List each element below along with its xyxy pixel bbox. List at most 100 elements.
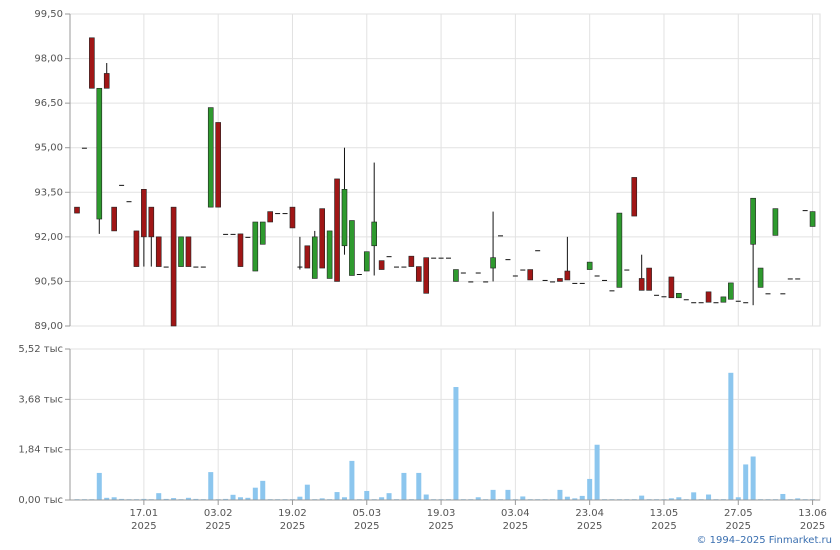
y-tick-label: 1,84 тыс <box>18 445 63 456</box>
volume-bar <box>416 472 422 500</box>
volume-bar <box>341 497 347 500</box>
candle-body <box>453 269 459 282</box>
y-tick-label: 93,50 <box>34 187 63 198</box>
candle-body <box>81 147 87 149</box>
volume-bar <box>245 497 251 500</box>
candle-body <box>572 282 578 284</box>
candle-body <box>259 221 266 245</box>
y-tick-label: 99,50 <box>34 9 63 20</box>
volume-bar <box>223 498 229 500</box>
candle-body <box>96 87 103 220</box>
candle-body <box>334 178 340 282</box>
candle-body <box>772 208 779 236</box>
candle-body <box>691 302 697 304</box>
x-tick-label: 23.04 2025 <box>575 508 604 532</box>
candle-body <box>178 236 184 267</box>
candle-body <box>654 294 660 296</box>
volume-bar <box>579 495 585 500</box>
candle-body <box>728 282 734 300</box>
candle-body <box>676 293 682 299</box>
candle-body <box>311 236 318 279</box>
y-tick-label: 89,00 <box>34 321 63 332</box>
volume-bar <box>795 498 801 500</box>
x-tick-label: 19.02 2025 <box>278 508 307 532</box>
candle-body <box>505 259 511 261</box>
candle-body <box>483 281 489 283</box>
candle-body <box>155 236 162 267</box>
volume-bar <box>564 496 570 500</box>
candle-body <box>408 255 415 267</box>
y-tick-label: 5,52 тыс <box>18 344 63 355</box>
volume-bar <box>594 444 600 500</box>
candle-body <box>282 213 288 215</box>
candle-body <box>349 220 355 276</box>
candle-body <box>557 278 563 282</box>
candle-body <box>631 177 638 217</box>
candle-body <box>378 260 385 270</box>
candle-body <box>275 213 281 215</box>
candle-body <box>602 279 608 281</box>
candle-body <box>527 269 534 281</box>
candle-body <box>787 278 793 280</box>
candle-body <box>609 290 615 292</box>
candle-body <box>520 269 526 271</box>
candle-body <box>103 73 110 89</box>
candle-body <box>304 245 311 269</box>
candle-body <box>468 281 474 283</box>
candle-body <box>765 293 771 295</box>
volume-bar <box>691 492 697 500</box>
y-tick-label: 0,00 тыс <box>18 495 63 506</box>
candle-body <box>393 266 399 268</box>
candle-body <box>438 257 444 259</box>
candle-body <box>319 208 325 269</box>
x-tick-label: 19.03 2025 <box>426 508 456 532</box>
volume-bar <box>728 372 734 500</box>
candle-body <box>163 266 169 268</box>
candle-body <box>713 302 719 304</box>
volume-bar <box>490 489 496 500</box>
volume-bar <box>111 497 117 500</box>
y-tick-label: 98,00 <box>34 54 63 65</box>
volume-bar <box>237 497 243 500</box>
volume-bar <box>668 498 674 500</box>
volume-bar <box>185 497 191 500</box>
volume-bar <box>475 497 481 500</box>
candle-body <box>297 266 303 268</box>
candle-body <box>401 266 407 268</box>
candle-body <box>446 257 451 259</box>
candle-body <box>586 261 593 270</box>
volume-bar <box>171 498 177 500</box>
candle-body <box>460 272 466 274</box>
candle-body <box>237 233 244 267</box>
volume-bar <box>163 498 169 500</box>
candle-body <box>705 291 712 303</box>
candle-body <box>89 37 95 89</box>
candle-body <box>750 197 756 245</box>
y-tick-label: 95,00 <box>34 143 63 154</box>
candle-body <box>743 302 749 304</box>
volume-bar <box>750 456 756 500</box>
volume-bar <box>96 472 102 500</box>
volume-bar <box>572 498 578 500</box>
candle-body <box>215 122 221 208</box>
candle-body <box>185 236 192 267</box>
volume-bar <box>297 496 303 500</box>
candle-body <box>498 235 504 237</box>
candle-body <box>200 266 206 268</box>
candle-body <box>475 272 481 274</box>
candle-body <box>141 189 147 238</box>
volume-bar <box>639 495 645 500</box>
volume-bar <box>304 484 310 500</box>
candle-body <box>431 257 437 259</box>
x-tick-label: 13.06 2025 <box>798 508 827 532</box>
volume-bar <box>319 498 325 500</box>
candle-body <box>795 278 801 280</box>
volume-bar <box>230 494 236 500</box>
x-tick-label: 17.01 2025 <box>129 508 159 532</box>
y-tick-label: 90,50 <box>34 276 63 287</box>
x-tick-label: 13.05 2025 <box>649 508 679 532</box>
volume-bar <box>104 497 110 500</box>
volume-bar <box>119 498 125 500</box>
candle-body <box>423 257 430 294</box>
